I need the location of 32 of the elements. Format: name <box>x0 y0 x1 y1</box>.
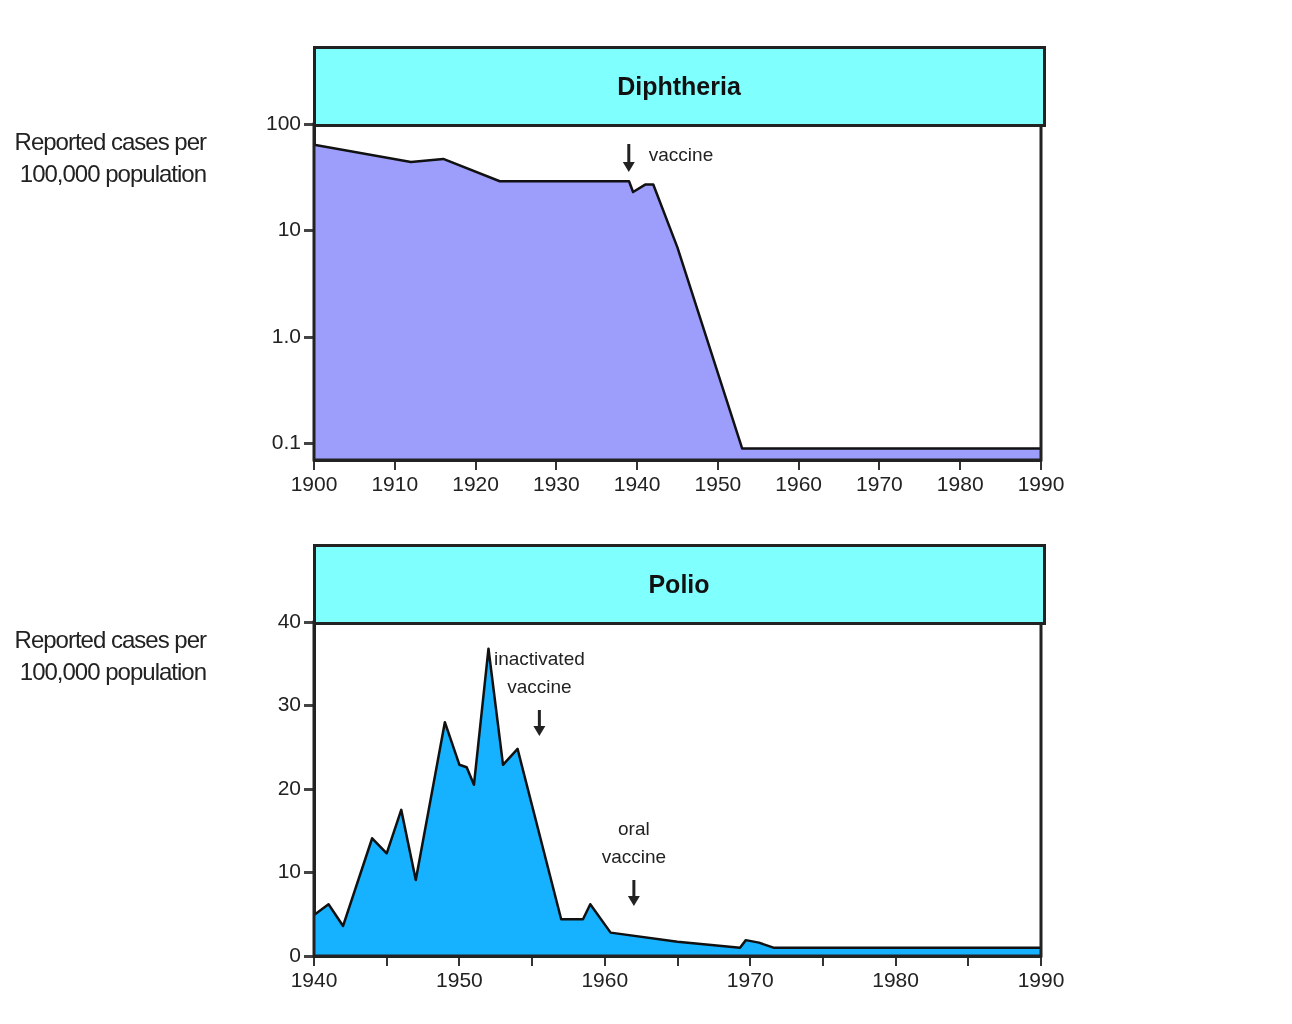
y-tick-label: 40 <box>277 608 301 632</box>
x-tick-label: 1960 <box>581 968 629 992</box>
x-tick-label: 1940 <box>290 968 338 992</box>
y-tick-label: 0.1 <box>271 430 301 454</box>
x-tick-label: 1990 <box>1017 968 1065 992</box>
x-tick-label: 1950 <box>436 968 483 992</box>
x-tick-label: 1950 <box>694 472 742 496</box>
annotation: inactivated vaccine <box>493 647 585 697</box>
y-tick-label: 1.0 <box>271 323 301 347</box>
x-tick-label: 1920 <box>452 472 499 496</box>
y-axis-title: Reported cases per 100,000 population <box>13 625 206 687</box>
y-tick-label: 20 <box>277 775 301 799</box>
x-tick-label: 1930 <box>532 472 580 496</box>
x-tick-label: 1980 <box>872 968 919 992</box>
x-tick-label: 1980 <box>936 472 984 496</box>
x-tick-label: 1970 <box>856 472 903 496</box>
y-tick-label: 30 <box>277 692 301 716</box>
x-tick-label: 1970 <box>726 968 774 992</box>
y-tick-label: 10 <box>277 217 301 241</box>
x-tick-label: 1990 <box>1017 472 1065 496</box>
annotation: oral vaccine <box>601 817 667 867</box>
annotation: vaccine <box>648 143 714 165</box>
x-tick-label: 1940 <box>613 472 661 496</box>
y-tick-label: 0 <box>289 942 301 966</box>
x-tick-label: 1910 <box>371 472 419 496</box>
y-tick-label: 10 <box>277 859 301 883</box>
x-tick-label: 1960 <box>775 472 823 496</box>
y-axis-title: Reported cases per 100,000 population <box>13 127 206 189</box>
title-banner: Polio <box>312 544 1046 625</box>
x-tick-label: 1900 <box>290 472 338 496</box>
title-banner: Diphtheria <box>312 46 1046 127</box>
y-tick-label: 100 <box>265 110 301 134</box>
